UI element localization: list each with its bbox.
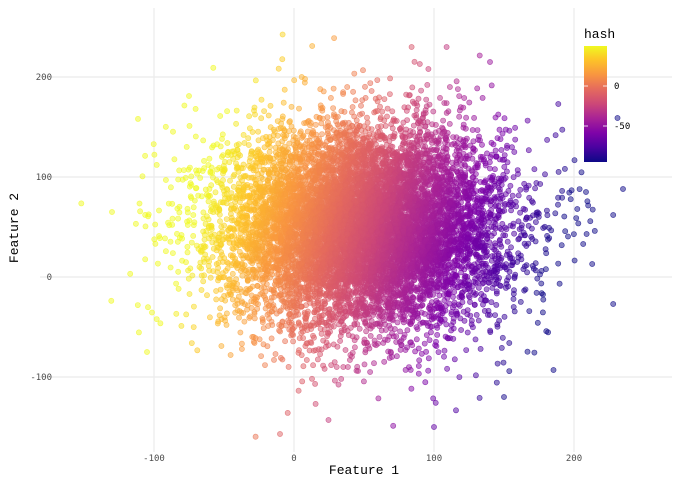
legend-title: hash — [584, 27, 615, 42]
y-tick-label: 200 — [36, 73, 52, 83]
legend-tick-label: -50 — [614, 122, 630, 132]
y-axis-ticks: -100 0 100 200 — [30, 73, 52, 383]
legend-tick-label: 0 — [614, 82, 619, 92]
colorbar — [584, 46, 607, 162]
color-legend: hash 0 -50 — [584, 27, 630, 162]
y-axis-title: Feature 2 — [7, 193, 22, 263]
x-tick-label: 100 — [426, 454, 442, 464]
x-axis-ticks: -100 0 100 200 — [143, 454, 582, 464]
y-tick-label: 100 — [36, 173, 52, 183]
x-axis-title: Feature 1 — [329, 463, 399, 478]
y-tick-label: -100 — [30, 373, 52, 383]
x-tick-label: 0 — [291, 454, 296, 464]
x-tick-label: 200 — [566, 454, 582, 464]
x-tick-label: -100 — [143, 454, 165, 464]
scatter-points — [78, 31, 626, 440]
y-tick-label: 0 — [47, 273, 52, 283]
